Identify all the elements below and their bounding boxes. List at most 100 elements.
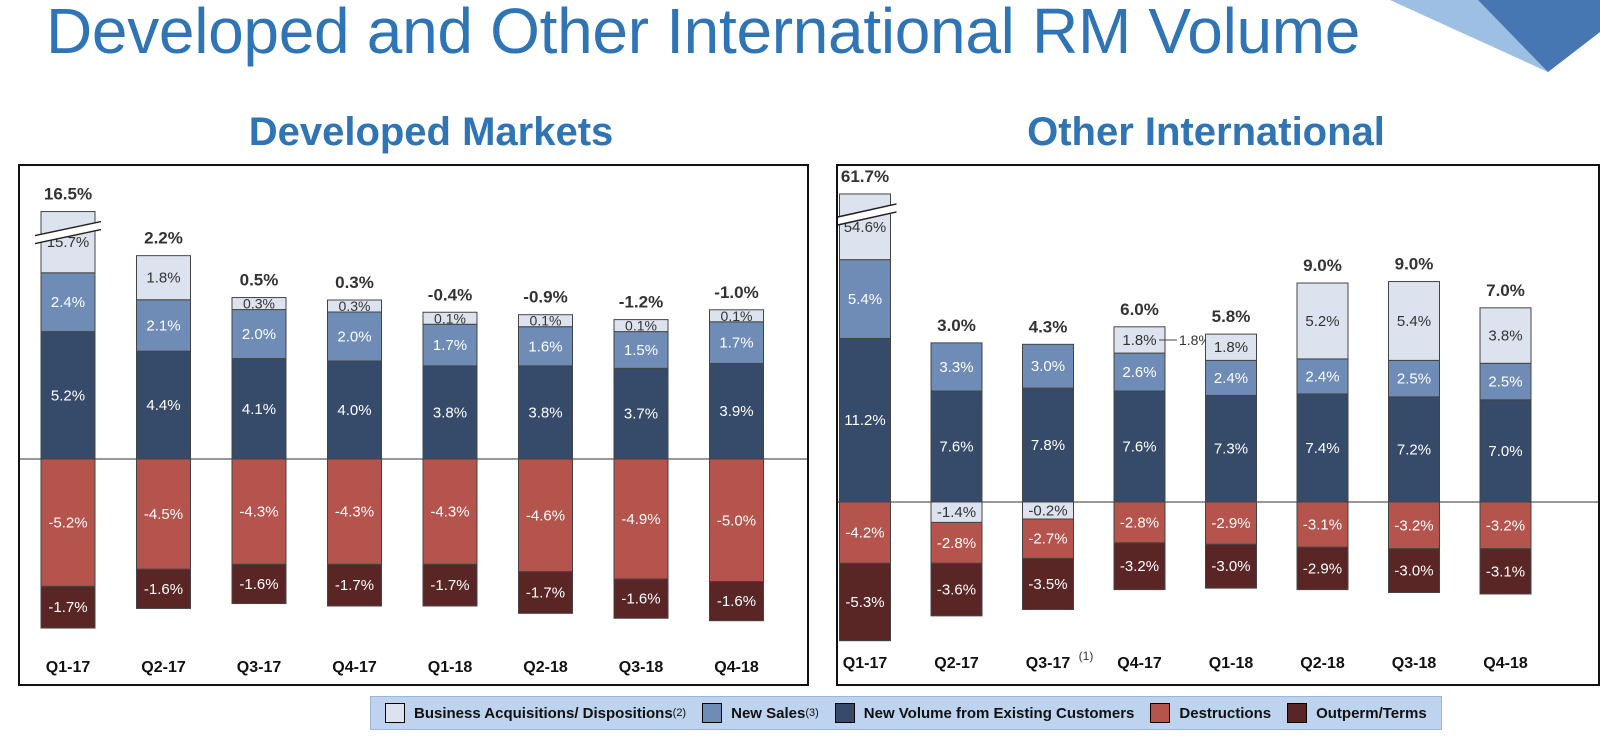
page-title: Developed and Other International RM Vol… <box>46 0 1361 67</box>
label-new-volume-q2-18: 3.8% <box>528 404 562 421</box>
label-destructions-q4-18: -5.0% <box>717 512 756 529</box>
label-outperm-q2-17: -3.6% <box>937 582 976 599</box>
label-new-volume-q3-18: 3.7% <box>624 406 658 423</box>
category-label-q3-17: Q3-17 <box>237 659 282 676</box>
category-label-q1-18: Q1-18 <box>1209 655 1254 672</box>
bar-outperm-q4-18 <box>1479 548 1532 595</box>
label-new-volume-q2-18: 7.4% <box>1305 440 1339 457</box>
label-new-volume-q3-17: 7.8% <box>1031 437 1065 454</box>
bar-acquisitions-q3-18 <box>1388 281 1440 361</box>
legend-item-new-volume: New Volume from Existing Customers <box>834 703 1135 723</box>
label-new-sales-q2-17: 2.1% <box>146 317 180 334</box>
chart-developed-markets-plot: 5.2%2.4%15.7%-5.2%-1.7%16.5%Q1-174.4%2.1… <box>20 185 807 676</box>
category-label-q4-17: Q4-17 <box>332 659 377 676</box>
bar-new-volume-q2-18 <box>1296 393 1349 503</box>
label-destructions-q1-17: -4.2% <box>845 525 884 542</box>
bar-outperm-q4-17 <box>327 563 382 607</box>
label-acquisitions-q4-18: 0.1% <box>721 308 753 324</box>
total-label-q4-18: 7.0% <box>1486 281 1525 300</box>
chart-other-international: 11.2% 5.4% 54.6% -4.2% -5.3% 61.7% Q1-17 7.6% 3.… <box>836 164 1600 686</box>
bar-new-volume-q3-17 <box>231 358 287 460</box>
label-outperm-q3-17: -3.5% <box>1028 576 1067 593</box>
bar-destructions-q3-17 <box>231 458 287 565</box>
total-label-q1-18: 5.8% <box>1212 307 1251 326</box>
axis-break-line-bottom-q1-17 <box>34 228 102 245</box>
label-outperm-q4-17: -3.2% <box>1120 558 1159 575</box>
corner-ribbon-dark <box>1478 0 1600 72</box>
bar-new-sales-q3-17 <box>1022 343 1074 389</box>
bar-new-sales-q2-18 <box>518 326 573 367</box>
label-acquisitions-q2-18: 5.2% <box>1305 313 1339 330</box>
bar-destructions-q3-18 <box>1388 501 1440 550</box>
label-new-sales-q1-17: 5.4% <box>848 291 882 308</box>
bar-acquisitions-q4-17 <box>327 299 382 313</box>
outside-label-q4-17: 1.8% <box>1179 332 1211 348</box>
label-new-sales-q3-18: 1.5% <box>624 342 658 359</box>
label-new-volume-q4-17: 4.0% <box>337 402 371 419</box>
total-label-q3-18: -1.2% <box>619 293 663 312</box>
legend-swatch-new-sales <box>702 703 723 723</box>
legend-label-outperm: Outperm/Terms <box>1316 704 1427 722</box>
bar-new-volume-q2-18 <box>518 365 573 460</box>
bar-destructions-q4-17 <box>327 458 382 565</box>
label-acquisitions-q2-18: 0.1% <box>530 313 562 329</box>
category-label-q4-17: Q4-17 <box>1117 655 1162 672</box>
category-label-q3-17: Q3-17 <box>1026 655 1071 672</box>
label-outperm-q3-17: -1.6% <box>239 576 278 593</box>
label-acquisitions-q3-17: 0.3% <box>243 296 275 312</box>
bar-new-sales-q2-18 <box>1296 358 1349 395</box>
bar-new-volume-q1-17 <box>40 331 96 460</box>
bar-destructions-q1-17 <box>40 458 96 587</box>
category-note-q3-17: (1) <box>1079 649 1094 663</box>
bar-destructions-q3-17 <box>1022 518 1074 559</box>
label-destructions-q1-18: -2.9% <box>1211 515 1250 532</box>
label-new-volume-q1-18: 7.3% <box>1214 441 1248 458</box>
label-acquisitions-q4-18: 3.8% <box>1488 328 1522 345</box>
legend-label-new-volume: New Volume from Existing Customers <box>863 704 1135 722</box>
label-new-sales-q2-18: 1.6% <box>528 338 562 355</box>
bar-outperm-q1-18 <box>422 563 478 607</box>
bar-acquisitions-q1-17 <box>40 211 96 274</box>
label-acquisitions-q1-18: 1.8% <box>1214 339 1248 356</box>
bar-new-sales-q1-18 <box>1205 359 1257 396</box>
label-outperm-q3-18: -1.6% <box>621 591 660 608</box>
legend-label-acquisitions: Business Acquisitions/ Dispositions <box>414 704 673 722</box>
label-new-volume-q4-18: 7.0% <box>1488 443 1522 460</box>
bar-new-volume-q4-18 <box>1479 399 1532 503</box>
label-new-volume-q4-18: 3.9% <box>719 403 753 420</box>
total-label-q2-18: 9.0% <box>1303 256 1342 275</box>
label-outperm-q4-18: -3.1% <box>1486 563 1525 580</box>
label-acquisitions-q1-17: 54.6% <box>844 219 887 236</box>
chart-developed-markets: 5.2% 2.4% 15.7% -5.2% -1.7% 16.5% Q1-17 4.4% 2.1… <box>18 164 809 686</box>
label-destructions-q4-17: -2.8% <box>1120 514 1159 531</box>
bar-destructions-q1-18 <box>422 458 478 565</box>
label-new-sales-q3-17: 3.0% <box>1031 358 1065 375</box>
axis-break-gap-q1-17 <box>34 222 102 243</box>
label-new-sales-q3-17: 2.0% <box>242 326 276 343</box>
bar-acquisitions-q1-18 <box>1205 333 1257 361</box>
label-new-volume-q2-17: 7.6% <box>939 439 973 456</box>
label-destructions-q3-18: -4.9% <box>621 511 660 528</box>
total-label-q2-17: 3.0% <box>937 316 976 335</box>
bar-new-volume-q3-17 <box>1022 387 1074 503</box>
bar-acquisitions-q2-17 <box>136 255 191 301</box>
bar-outperm-q2-17 <box>930 562 983 617</box>
label-outperm-q1-18: -1.7% <box>430 577 469 594</box>
bar-acquisitions-q4-18 <box>709 309 764 323</box>
label-destructions-q3-18: -3.2% <box>1394 517 1433 534</box>
legend-item-acquisitions: Business Acquisitions/ Dispositions (2) <box>385 703 686 723</box>
bar-acquisitions-q1-18 <box>422 311 478 325</box>
label-outperm-q1-18: -3.0% <box>1211 558 1250 575</box>
label-new-volume-q1-18: 3.8% <box>433 404 467 421</box>
label-destructions-q2-18: -3.1% <box>1303 517 1342 534</box>
label-new-sales-q4-18: 2.5% <box>1488 374 1522 391</box>
legend-swatch-destructions <box>1150 703 1171 723</box>
bar-destructions-q1-18 <box>1205 501 1257 545</box>
chart-title-developed-markets: Developed Markets <box>248 110 614 154</box>
label-destructions-q1-17: -5.2% <box>48 515 87 532</box>
total-label-q1-18: -0.4% <box>428 285 472 304</box>
legend: Business Acquisitions/ Dispositions (2) … <box>370 696 1442 730</box>
category-label-q3-18: Q3-18 <box>619 659 664 676</box>
bar-destructions-q2-17 <box>136 458 191 570</box>
bar-outperm-q4-17 <box>1113 542 1166 591</box>
